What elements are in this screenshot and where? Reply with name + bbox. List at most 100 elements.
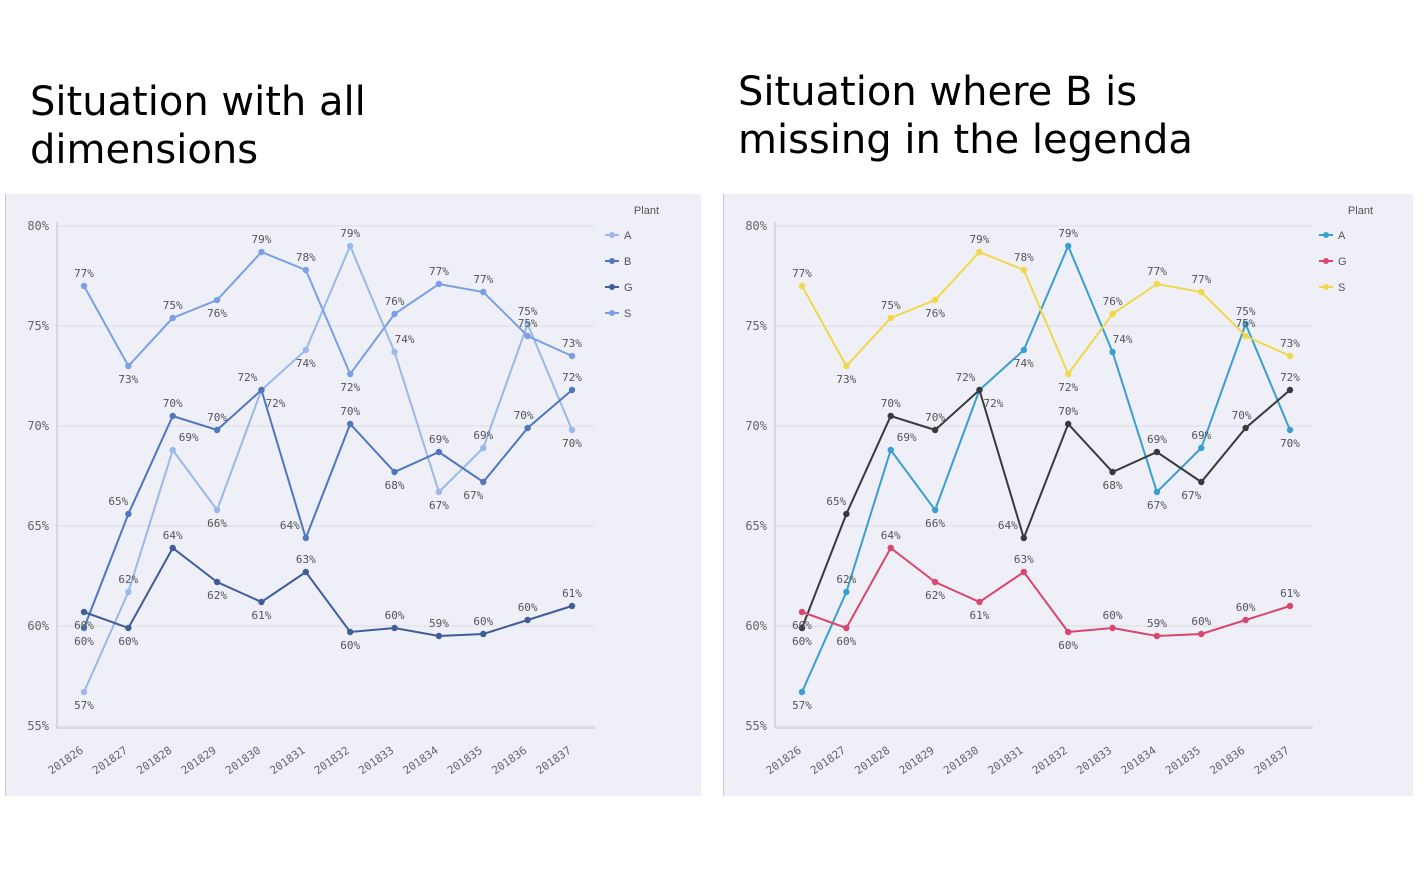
- data-point: [1064, 242, 1072, 250]
- data-point: [1286, 352, 1294, 360]
- data-label: 63%: [296, 553, 316, 566]
- data-label: 63%: [1014, 553, 1034, 566]
- data-label: 69%: [179, 431, 199, 444]
- series-line: [83, 243, 573, 693]
- legend-swatch-dot: [609, 232, 615, 238]
- left-chart-heading: Situation with all dimensions: [30, 79, 366, 173]
- right-chart-heading: Situation where B is missing in the lege…: [738, 69, 1193, 163]
- data-label: 60%: [1058, 639, 1078, 652]
- series-line: [801, 243, 1291, 693]
- data-point: [798, 282, 806, 290]
- y-tick-label: 80%: [745, 219, 767, 233]
- data-point: [125, 510, 132, 518]
- legend-entry: B: [624, 256, 631, 268]
- chart-all-dimensions: 55%60%65%70%75%80%201826 201827 201828 2018…: [5, 194, 701, 796]
- data-label: 61%: [970, 609, 990, 622]
- data-point: [931, 578, 939, 586]
- data-label: 60%: [74, 635, 94, 648]
- data-label: 69%: [1147, 433, 1167, 446]
- data-label: 65%: [826, 495, 846, 508]
- data-point: [931, 506, 939, 514]
- data-label: 77%: [1191, 273, 1211, 286]
- data-label: 70%: [925, 411, 945, 424]
- legend-swatch-dot: [1323, 232, 1329, 238]
- data-point: [1020, 346, 1028, 354]
- data-point: [1286, 602, 1294, 610]
- data-label: 67%: [1147, 499, 1167, 512]
- data-point: [1064, 420, 1072, 428]
- data-label: 60%: [118, 635, 138, 648]
- data-label: 69%: [1191, 429, 1211, 442]
- data-label: 78%: [296, 251, 316, 264]
- data-label: 64%: [998, 519, 1018, 532]
- data-point: [391, 348, 398, 356]
- data-point: [346, 242, 354, 250]
- data-label: 64%: [163, 529, 183, 542]
- data-point: [169, 314, 176, 322]
- series-a: 57% 62% 69% 66% 72% 74% 79% 74% 67% 69% 75% 70%: [74, 227, 582, 712]
- data-point: [524, 424, 531, 432]
- legend-entry: A: [1338, 230, 1346, 242]
- data-point: [258, 248, 265, 256]
- data-point: [213, 506, 221, 514]
- y-tick-label: 70%: [745, 419, 767, 433]
- data-label: 72%: [266, 397, 286, 410]
- data-label: 65%: [108, 495, 128, 508]
- data-point: [887, 446, 894, 454]
- data-label: 72%: [956, 371, 976, 384]
- y-tick-label: 55%: [745, 719, 767, 733]
- data-point: [213, 296, 221, 304]
- data-point: [1198, 478, 1205, 486]
- data-label: 62%: [925, 589, 945, 602]
- data-point: [435, 448, 443, 456]
- data-label: 79%: [970, 233, 990, 246]
- data-point: [843, 510, 850, 518]
- series-line: [801, 388, 1291, 629]
- y-tick-label: 80%: [27, 219, 49, 233]
- data-point: [80, 608, 88, 616]
- data-point: [1020, 568, 1028, 576]
- data-point: [80, 624, 88, 632]
- data-label: 76%: [925, 307, 945, 320]
- data-label: 70%: [514, 409, 534, 422]
- data-point: [1064, 370, 1072, 378]
- data-point: [1153, 632, 1161, 640]
- data-label: 66%: [207, 517, 227, 530]
- data-label: 75%: [518, 317, 538, 330]
- data-point: [887, 544, 894, 552]
- data-point: [1242, 320, 1249, 328]
- data-label: 59%: [429, 617, 449, 630]
- legend: Plant A B G S: [605, 205, 659, 320]
- data-point: [1020, 266, 1028, 274]
- data-label: 61%: [562, 587, 582, 600]
- data-label: 67%: [429, 499, 449, 512]
- data-label: 60%: [1103, 609, 1123, 622]
- data-point: [524, 332, 531, 340]
- data-point: [169, 412, 176, 420]
- data-point: [1286, 386, 1294, 394]
- data-label: 73%: [118, 373, 138, 386]
- data-label: 73%: [562, 337, 582, 350]
- data-point: [798, 624, 806, 632]
- data-label: 61%: [252, 609, 272, 622]
- data-label: 75%: [881, 299, 901, 312]
- data-label: 62%: [836, 573, 856, 586]
- data-point: [213, 578, 221, 586]
- legend-entry: G: [624, 282, 633, 294]
- data-label: 68%: [1103, 479, 1123, 492]
- data-label: 60%: [792, 635, 812, 648]
- legend-swatch-dot: [609, 284, 615, 290]
- data-label: 77%: [429, 265, 449, 278]
- y-tick-label: 70%: [27, 419, 49, 433]
- data-label: 75%: [1236, 317, 1256, 330]
- data-point: [798, 608, 806, 616]
- data-point: [568, 386, 576, 394]
- data-label: 72%: [1058, 381, 1078, 394]
- data-label: 78%: [1014, 251, 1034, 264]
- series-a: 57% 62% 69% 66% 72% 74% 79% 74% 67% 69% 75% 70%: [792, 227, 1300, 712]
- series-b: 60% 65% 70% 70% 72% 64% 70% 68% 69% 67% 70% 72%: [74, 371, 582, 648]
- data-label: 70%: [1280, 437, 1300, 450]
- y-tick-label: 55%: [27, 719, 49, 733]
- legend-swatch-dot: [1323, 258, 1329, 264]
- data-label: 68%: [385, 479, 405, 492]
